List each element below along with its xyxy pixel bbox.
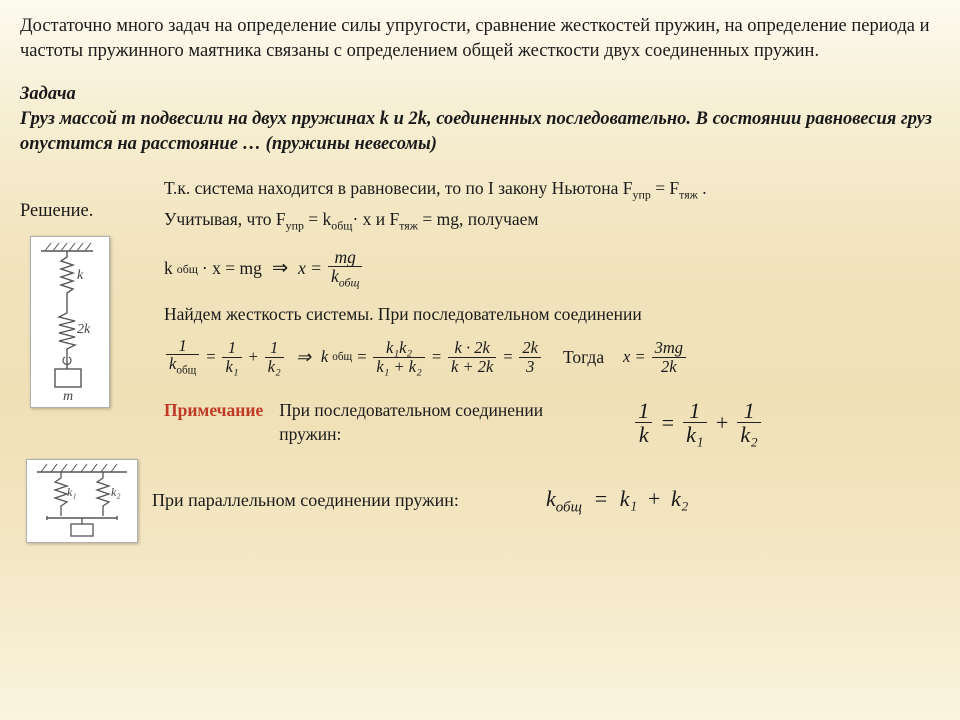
line-newton: Т.к. система находится в равновесии, то … — [164, 177, 940, 203]
line-given: Учитывая, что Fупр = kобщ· x и Fтяж = mg… — [164, 208, 940, 234]
note-parallel-text: При параллельном соединении пружин: — [152, 488, 512, 512]
note-parallel-row: При параллельном соединении пружин: kобщ… — [152, 484, 940, 518]
t7: = mg, получаем — [418, 209, 539, 229]
solution-left-col: Решение. k 2k — [20, 171, 150, 408]
fd1: общ — [339, 276, 360, 290]
note-series-row: Примечание При последовательном соединен… — [164, 399, 940, 446]
series-derivation: 1 kобщ = 1 k₁ + 1 k₂ ⇒ kобщ = k₁k₂ k₁ + … — [164, 337, 940, 377]
bs2: k — [635, 422, 652, 446]
task-body: Груз массой m подвесили на двух пружинах… — [20, 107, 940, 157]
series-spring-figure: k 2k m — [30, 236, 110, 408]
bs8: k₂ — [737, 422, 760, 446]
fig1-m-label: m — [63, 389, 73, 404]
intro-text: Достаточно много задач на определение си… — [20, 14, 940, 64]
note-label: Примечание — [164, 399, 275, 423]
t3: . — [698, 178, 707, 198]
togda: Тогда — [547, 348, 619, 366]
d4: 1 — [222, 339, 241, 356]
pe5: k₂ — [671, 486, 688, 511]
solution-row: Решение. k 2k — [20, 171, 940, 453]
d22: 2k — [652, 357, 686, 375]
t4: Учитывая, что F — [164, 209, 286, 229]
kx1: k — [164, 257, 173, 281]
d3: = — [205, 346, 216, 368]
fig1-k-label: k — [77, 268, 84, 283]
d17: = — [502, 346, 513, 368]
pe2: = — [587, 486, 614, 511]
d15: k · 2k — [448, 339, 496, 356]
parallel-spring-svg: k₁ k₂ — [27, 460, 137, 542]
bs5: k₁ — [683, 422, 706, 446]
pe4: + — [643, 486, 666, 511]
fn1: mg — [328, 248, 363, 266]
d20: x = — [623, 346, 646, 368]
d10: общ — [332, 350, 352, 365]
d5: k₁ — [222, 357, 241, 375]
parallel-spring-figure: k₁ k₂ — [26, 459, 138, 543]
bs4: 1 — [683, 399, 706, 422]
note-series-text: При последовательном соединении пружин: — [279, 399, 609, 446]
d14: = — [431, 346, 442, 368]
fig1-2k-label: 2k — [77, 322, 91, 337]
s2: тяж — [679, 187, 698, 201]
eq-kx-mg: kобщ · x = mg ⇒ x = mg kобщ — [164, 248, 940, 289]
line-series-intro: Найдем жесткость системы. При последоват… — [164, 303, 940, 327]
d2: общ — [176, 365, 196, 377]
fig2-k2-label: k₂ — [111, 485, 121, 499]
xeq1: x = — [298, 257, 322, 281]
solution-label: Решение. — [20, 199, 150, 224]
pe3: k₁ — [620, 486, 637, 511]
arrow1: ⇒ — [266, 256, 294, 282]
task-heading: Задача — [20, 82, 940, 107]
bs7: 1 — [737, 399, 760, 422]
pe1: общ — [556, 499, 582, 515]
s3: упр — [286, 219, 304, 233]
bs3: = — [660, 408, 675, 438]
d12: k₁k₂ — [373, 339, 425, 356]
d8: k₂ — [265, 357, 284, 375]
parallel-right-col: При параллельном соединении пружин: kобщ… — [138, 478, 940, 524]
bs6: + — [715, 408, 730, 438]
d7: 1 — [265, 339, 284, 356]
series-spring-svg: k 2k m — [31, 237, 109, 407]
arrow2: ⇒ — [290, 345, 317, 370]
bs1: 1 — [635, 399, 652, 422]
d21: 3mg — [652, 339, 686, 356]
kx3: · x = mg — [202, 257, 262, 281]
s4: общ — [331, 219, 352, 233]
d1: 1 — [166, 337, 199, 354]
t6: · x и F — [352, 209, 399, 229]
s1: упр — [633, 187, 651, 201]
kx2: общ — [177, 261, 198, 277]
solution-right-col: Т.к. система находится в равновесии, то … — [150, 171, 940, 453]
d18: 2k — [519, 339, 541, 356]
fig2-k1-label: k₁ — [67, 485, 77, 499]
d11: = — [356, 346, 367, 368]
d16: k + 2k — [448, 357, 496, 375]
t2: = F — [651, 178, 679, 198]
t1: Т.к. система находится в равновесии, то … — [164, 178, 633, 198]
d13: k₁ + k₂ — [373, 357, 425, 375]
t5: = k — [304, 209, 331, 229]
d19: 3 — [519, 357, 541, 375]
s5: тяж — [399, 219, 418, 233]
d6: + — [248, 346, 259, 368]
parallel-row: k₁ k₂ При параллельном соединении пружин… — [20, 459, 940, 543]
task-block: Задача Груз массой m подвесили на двух п… — [20, 82, 940, 157]
